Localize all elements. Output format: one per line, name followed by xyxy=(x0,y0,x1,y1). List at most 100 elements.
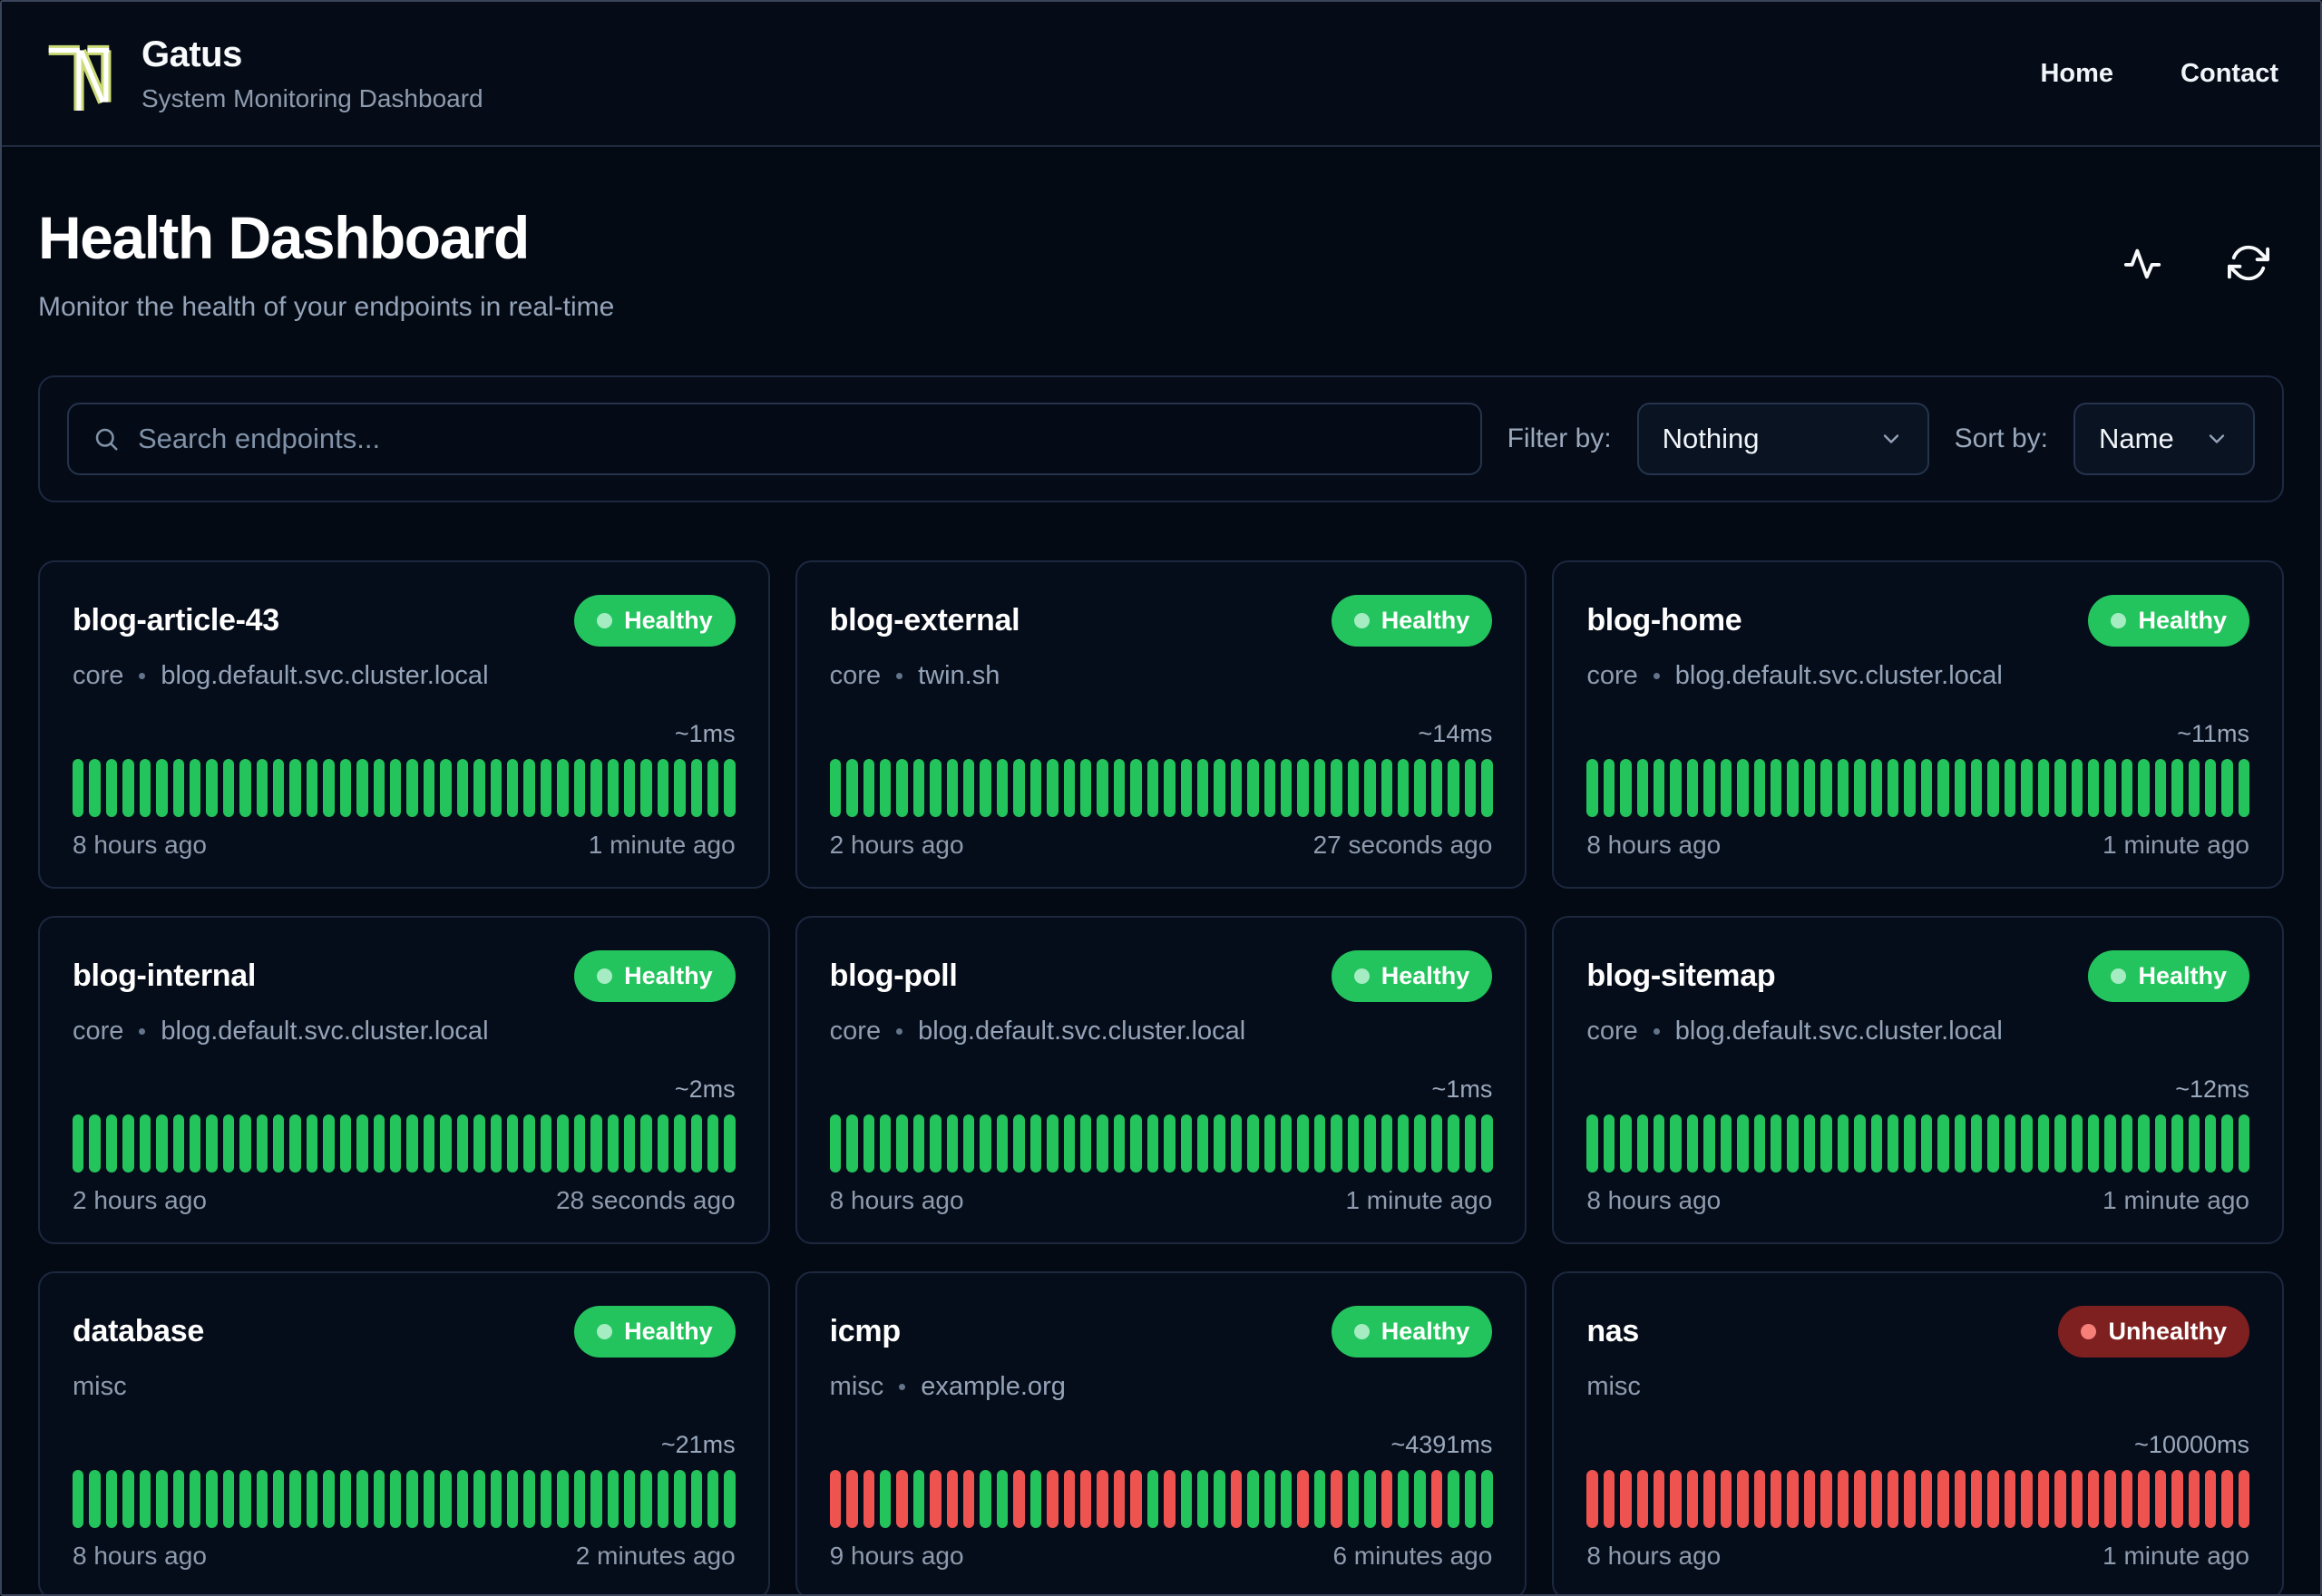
endpoint-card[interactable]: blog-article-43 Healthy core blog.defaul… xyxy=(38,560,770,889)
uptime-bar xyxy=(1870,1114,1882,1173)
uptime-bar xyxy=(540,1470,552,1528)
uptime-bar xyxy=(172,1470,184,1528)
status-badge: Healthy xyxy=(2088,595,2249,647)
uptime-bar xyxy=(2121,1114,2133,1173)
latency-value: ~10000ms xyxy=(2134,1431,2249,1458)
uptime-bar xyxy=(1481,1114,1493,1173)
range-end-time: 1 minute ago xyxy=(2102,831,2249,859)
endpoint-card[interactable]: blog-sitemap Healthy core blog.default.s… xyxy=(1552,916,2284,1244)
uptime-bar xyxy=(289,1470,301,1528)
range-end-time: 27 seconds ago xyxy=(1312,831,1493,859)
uptime-bar xyxy=(946,1114,959,1173)
uptime-bar xyxy=(1870,1470,1882,1528)
uptime-bar xyxy=(1063,1470,1075,1528)
uptime-bar xyxy=(590,759,602,817)
uptime-bar xyxy=(1586,1114,1598,1173)
uptime-bar xyxy=(2004,1470,2016,1528)
endpoint-name: icmp xyxy=(829,1314,901,1348)
uptime-bar xyxy=(490,1114,502,1173)
status-dot-icon xyxy=(597,1324,613,1339)
brand-block: Gatus System Monitoring Dashboard xyxy=(141,34,483,113)
uptime-bar xyxy=(1047,759,1059,817)
uptime-bar xyxy=(1281,1114,1293,1173)
uptime-bar xyxy=(674,1114,686,1173)
nav-link-home[interactable]: Home xyxy=(2040,58,2114,88)
activity-pulse-button[interactable] xyxy=(2122,242,2164,284)
uptime-bar xyxy=(1013,1114,1025,1173)
endpoint-card[interactable]: icmp Healthy misc example.org ~4391ms 9 … xyxy=(795,1271,1527,1594)
uptime-bar xyxy=(2204,759,2217,817)
range-start-time: 8 hours ago xyxy=(1586,1542,1722,1570)
status-label: Healthy xyxy=(1381,962,1470,989)
brand-tagline: System Monitoring Dashboard xyxy=(141,83,483,112)
uptime-bar xyxy=(846,1470,858,1528)
uptime-bar xyxy=(1703,1470,1715,1528)
uptime-bar xyxy=(2171,759,2183,817)
uptime-bar xyxy=(323,759,335,817)
endpoint-card[interactable]: blog-home Healthy core blog.default.svc.… xyxy=(1552,560,2284,889)
uptime-bar xyxy=(846,759,858,817)
uptime-bar xyxy=(273,759,285,817)
uptime-bar xyxy=(623,1114,636,1173)
endpoint-group: core xyxy=(829,661,882,690)
range-end-time: 6 minutes ago xyxy=(1332,1542,1493,1570)
uptime-bar xyxy=(2154,1470,2167,1528)
uptime-bar xyxy=(1029,1470,1042,1528)
endpoint-card[interactable]: database Healthy misc ~21ms 8 hours ago … xyxy=(38,1271,770,1594)
endpoint-card[interactable]: blog-external Healthy core twin.sh ~14ms… xyxy=(795,560,1527,889)
uptime-bar xyxy=(1063,1114,1075,1173)
uptime-bar xyxy=(1013,1470,1025,1528)
card-head: icmp Healthy xyxy=(830,1306,1493,1358)
uptime-bar xyxy=(1586,759,1598,817)
uptime-bar xyxy=(590,1114,602,1173)
uptime-bar xyxy=(523,759,535,817)
uptime-bar xyxy=(473,1470,485,1528)
uptime-bar xyxy=(273,1114,285,1173)
uptime-bar xyxy=(1414,1114,1426,1173)
latency-value: ~1ms xyxy=(674,720,736,747)
uptime-bar xyxy=(156,1114,168,1173)
uptime-bar xyxy=(2004,759,2016,817)
status-label: Healthy xyxy=(624,607,713,634)
uptime-bars xyxy=(829,759,1493,817)
uptime-bar xyxy=(996,759,1009,817)
endpoint-name: blog-internal xyxy=(73,959,256,993)
page-title: Health Dashboard xyxy=(38,204,530,271)
uptime-bar xyxy=(1753,1470,1765,1528)
endpoint-name: blog-article-43 xyxy=(73,603,279,637)
uptime-bar xyxy=(1686,1470,1699,1528)
search-input[interactable] xyxy=(138,423,1457,455)
endpoint-card[interactable]: nas Unhealthy misc ~10000ms 8 hours ago … xyxy=(1552,1271,2284,1594)
uptime-bar xyxy=(657,1114,669,1173)
uptime-bar xyxy=(1398,1114,1410,1173)
uptime-bar xyxy=(707,759,719,817)
card-meta: core blog.default.svc.cluster.local xyxy=(830,1017,1493,1046)
nav-link-contact[interactable]: Contact xyxy=(2181,58,2278,88)
uptime-bar xyxy=(1820,1470,1832,1528)
uptime-bar xyxy=(1263,759,1276,817)
uptime-bars xyxy=(73,1470,736,1528)
sort-select[interactable]: Name xyxy=(2073,403,2255,475)
uptime-bar xyxy=(1196,1470,1209,1528)
latency-value: ~2ms xyxy=(674,1075,736,1103)
endpoint-card[interactable]: blog-internal Healthy core blog.default.… xyxy=(38,916,770,1244)
uptime-bar xyxy=(73,1114,84,1173)
uptime-bar xyxy=(1737,1470,1749,1528)
latency-value: ~4391ms xyxy=(1390,1431,1493,1458)
endpoint-host: blog.default.svc.cluster.local xyxy=(161,661,489,690)
uptime-bars xyxy=(1586,759,2250,817)
uptime-bars xyxy=(1586,1114,2250,1173)
endpoint-card[interactable]: blog-poll Healthy core blog.default.svc.… xyxy=(795,916,1527,1244)
card-foot: 8 hours ago 1 minute ago xyxy=(830,1186,1493,1215)
uptime-bar xyxy=(139,759,151,817)
uptime-bars xyxy=(73,759,736,817)
meta-separator xyxy=(139,1028,146,1035)
uptime-bar xyxy=(490,759,502,817)
uptime-bar xyxy=(573,1470,586,1528)
uptime-bar xyxy=(373,759,385,817)
uptime-bar xyxy=(89,1470,101,1528)
refresh-button[interactable] xyxy=(2228,242,2269,284)
filter-select[interactable]: Nothing xyxy=(1636,403,1929,475)
uptime-bar xyxy=(1247,759,1259,817)
uptime-bar xyxy=(1686,1114,1699,1173)
